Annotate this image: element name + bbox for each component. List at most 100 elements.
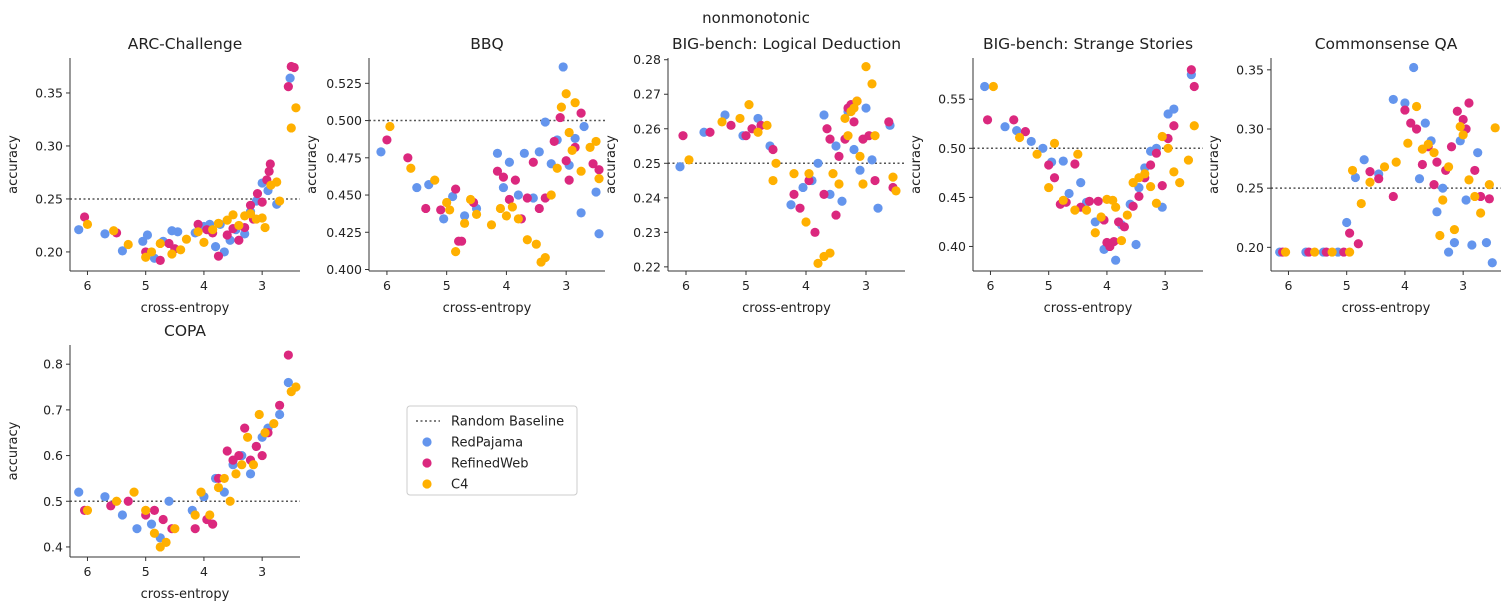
point-redpajama bbox=[504, 157, 515, 167]
subplot-3: 6 5 4 3 0.22 0.23 0.24 0.25 0.26 0.27 0.28 BIG-benc… bbox=[604, 35, 905, 316]
point-refinedweb bbox=[1093, 196, 1103, 206]
y-tick-label: 0.7 bbox=[43, 402, 63, 417]
point-c4 bbox=[988, 81, 998, 92]
point-refinedweb bbox=[849, 117, 859, 127]
point-refinedweb bbox=[884, 117, 894, 127]
point-redpajama bbox=[132, 524, 142, 534]
point-c4 bbox=[260, 428, 270, 438]
legend-label: C4 bbox=[451, 478, 468, 493]
point-c4 bbox=[451, 247, 461, 257]
x-tick-label: 4 bbox=[200, 564, 208, 579]
point-c4 bbox=[1058, 195, 1068, 205]
y-tick-label: 0.8 bbox=[43, 357, 63, 372]
point-c4 bbox=[684, 155, 694, 165]
point-c4 bbox=[1163, 143, 1173, 153]
y-tick-label: 0.50 bbox=[938, 141, 966, 156]
point-c4 bbox=[564, 127, 574, 138]
point-c4 bbox=[1169, 167, 1179, 177]
y-axis-label: accuracy bbox=[6, 135, 21, 194]
point-c4 bbox=[840, 113, 850, 124]
point-refinedweb bbox=[831, 210, 841, 220]
point-c4 bbox=[291, 382, 301, 392]
point-c4 bbox=[486, 220, 497, 230]
point-c4 bbox=[213, 482, 224, 493]
point-refinedweb bbox=[498, 172, 509, 182]
point-c4 bbox=[385, 121, 395, 132]
subplot-6: 6 5 4 3 0.4 0.5 0.6 0.7 0.8 COPA cross-entropy accu… bbox=[6, 322, 301, 602]
point-c4 bbox=[406, 163, 416, 173]
point-c4 bbox=[858, 179, 868, 189]
point-c4 bbox=[176, 245, 186, 255]
x-tick-label: 5 bbox=[1343, 278, 1351, 293]
point-c4 bbox=[1090, 228, 1100, 238]
point-redpajama bbox=[448, 191, 458, 202]
y-tick-label: 0.27 bbox=[633, 87, 661, 102]
point-refinedweb bbox=[149, 505, 160, 515]
point-c4 bbox=[1189, 121, 1199, 131]
point-c4 bbox=[445, 205, 455, 215]
point-c4 bbox=[1345, 247, 1355, 257]
point-c4 bbox=[1490, 123, 1500, 133]
point-c4 bbox=[556, 102, 566, 112]
point-refinedweb bbox=[1189, 81, 1199, 92]
point-c4 bbox=[459, 218, 470, 228]
point-c4 bbox=[1014, 132, 1025, 143]
subplot-4: 6 5 4 3 0.40 0.45 0.50 0.55 BIG-bench: Strange S… bbox=[909, 35, 1203, 316]
y-tick-label: 0.30 bbox=[1236, 122, 1264, 137]
point-refinedweb bbox=[810, 227, 820, 237]
point-refinedweb bbox=[208, 519, 218, 529]
point-redpajama bbox=[1414, 174, 1425, 184]
point-c4 bbox=[208, 225, 218, 235]
point-refinedweb bbox=[1345, 228, 1355, 238]
point-c4 bbox=[1070, 205, 1080, 215]
legend-frame bbox=[406, 405, 578, 496]
y-tick-label: 0.400 bbox=[326, 262, 362, 277]
subplot-title: BIG-bench: Strange Stories bbox=[983, 35, 1193, 53]
point-c4 bbox=[1435, 230, 1445, 241]
point-c4 bbox=[286, 123, 296, 133]
x-tick-label: 4 bbox=[502, 278, 510, 293]
point-redpajama bbox=[519, 148, 529, 158]
point-c4 bbox=[269, 418, 279, 429]
point-refinedweb bbox=[834, 151, 844, 161]
point-refinedweb bbox=[234, 235, 244, 245]
y-tick-label: 0.28 bbox=[633, 52, 661, 67]
point-c4 bbox=[82, 505, 93, 515]
subplot-title: BIG-bench: Logical Deduction bbox=[672, 35, 901, 53]
y-tick-label: 0.5 bbox=[43, 494, 63, 509]
point-redpajama bbox=[594, 229, 604, 239]
point-c4 bbox=[522, 235, 532, 245]
point-refinedweb bbox=[561, 156, 571, 166]
point-refinedweb bbox=[705, 127, 715, 137]
point-c4 bbox=[1356, 198, 1366, 209]
point-redpajama bbox=[1111, 255, 1121, 265]
point-redpajama bbox=[1064, 188, 1074, 199]
x-tick-label: 3 bbox=[862, 278, 870, 293]
subplot-title: COPA bbox=[164, 322, 206, 340]
point-c4 bbox=[245, 209, 256, 219]
point-refinedweb bbox=[403, 153, 413, 163]
point-redpajama bbox=[146, 519, 157, 529]
point-refinedweb bbox=[576, 108, 586, 118]
x-tick-label: 6 bbox=[1284, 278, 1292, 293]
point-redpajama bbox=[117, 246, 128, 256]
point-c4 bbox=[1476, 208, 1486, 218]
point-refinedweb bbox=[289, 62, 299, 73]
point-refinedweb bbox=[564, 175, 574, 185]
x-tick-label: 3 bbox=[1161, 278, 1169, 293]
legend: Random Baseline RedPajama RefinedWeb C4 bbox=[406, 405, 578, 496]
x-tick-label: 6 bbox=[383, 278, 391, 293]
point-refinedweb bbox=[1128, 201, 1138, 211]
point-refinedweb bbox=[436, 205, 446, 215]
point-redpajama bbox=[1058, 156, 1068, 166]
x-tick-label: 3 bbox=[258, 278, 266, 293]
y-axis-label: accuracy bbox=[909, 135, 924, 194]
x-tick-label: 3 bbox=[1459, 278, 1467, 293]
point-c4 bbox=[843, 131, 853, 141]
y-tick-label: 0.24 bbox=[633, 190, 661, 205]
point-refinedweb bbox=[678, 131, 688, 141]
point-redpajama bbox=[591, 187, 601, 197]
point-c4 bbox=[1096, 212, 1106, 222]
point-c4 bbox=[199, 237, 209, 247]
y-axis-label: accuracy bbox=[604, 135, 619, 194]
